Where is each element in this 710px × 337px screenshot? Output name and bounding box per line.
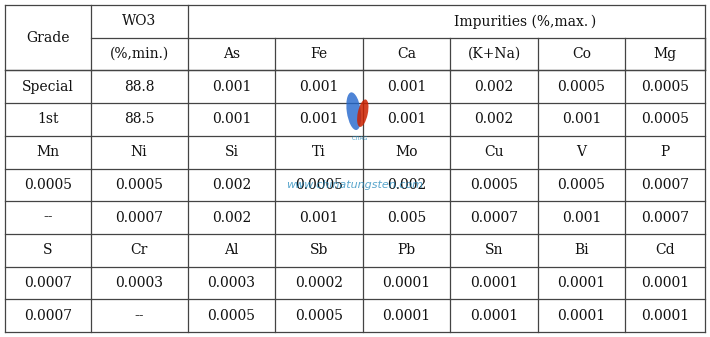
Text: 0.0005: 0.0005 xyxy=(641,80,689,94)
Text: 0.0001: 0.0001 xyxy=(641,276,689,290)
Text: www.chinatungsten.com: www.chinatungsten.com xyxy=(287,180,423,190)
Text: Co: Co xyxy=(572,47,591,61)
Text: Special: Special xyxy=(22,80,74,94)
Text: CTIAG: CTIAG xyxy=(351,136,368,141)
Text: 0.0007: 0.0007 xyxy=(23,276,72,290)
Text: 0.0007: 0.0007 xyxy=(115,211,163,224)
Text: (K+Na): (K+Na) xyxy=(467,47,520,61)
Text: 0.002: 0.002 xyxy=(474,80,513,94)
Text: Cr: Cr xyxy=(131,243,148,257)
Text: Pb: Pb xyxy=(398,243,415,257)
Text: 0.0005: 0.0005 xyxy=(470,178,518,192)
Text: --: -- xyxy=(134,309,144,323)
Text: 0.002: 0.002 xyxy=(212,178,251,192)
Text: 0.0003: 0.0003 xyxy=(207,276,256,290)
Text: 0.001: 0.001 xyxy=(387,113,426,126)
Text: 0.0003: 0.0003 xyxy=(115,276,163,290)
Text: 0.005: 0.005 xyxy=(387,211,426,224)
Text: Sb: Sb xyxy=(310,243,328,257)
Text: Grade: Grade xyxy=(26,31,70,45)
Text: 0.0005: 0.0005 xyxy=(23,178,72,192)
Text: 0.001: 0.001 xyxy=(300,211,339,224)
Text: 88.8: 88.8 xyxy=(124,80,154,94)
Text: Ti: Ti xyxy=(312,145,326,159)
Text: Sn: Sn xyxy=(485,243,503,257)
Text: 0.0005: 0.0005 xyxy=(295,178,343,192)
Text: 0.0001: 0.0001 xyxy=(557,309,606,323)
Text: 0.0007: 0.0007 xyxy=(470,211,518,224)
Text: 0.002: 0.002 xyxy=(474,113,513,126)
Text: 88.5: 88.5 xyxy=(124,113,154,126)
Text: Mn: Mn xyxy=(36,145,60,159)
Text: 0.001: 0.001 xyxy=(212,80,251,94)
Text: Si: Si xyxy=(224,145,239,159)
Text: 0.0001: 0.0001 xyxy=(641,309,689,323)
Text: Impurities (%,max. ): Impurities (%,max. ) xyxy=(454,14,596,29)
Text: 0.001: 0.001 xyxy=(300,80,339,94)
Text: Cu: Cu xyxy=(484,145,504,159)
Text: V: V xyxy=(577,145,586,159)
Text: 0.0005: 0.0005 xyxy=(557,80,606,94)
Text: 0.0002: 0.0002 xyxy=(295,276,343,290)
Text: --: -- xyxy=(43,211,53,224)
Ellipse shape xyxy=(346,92,361,130)
Text: 0.0005: 0.0005 xyxy=(557,178,606,192)
Text: 0.0007: 0.0007 xyxy=(641,178,689,192)
Text: 0.0001: 0.0001 xyxy=(557,276,606,290)
Text: P: P xyxy=(660,145,670,159)
Text: Mg: Mg xyxy=(654,47,677,61)
Text: 0.0007: 0.0007 xyxy=(23,309,72,323)
Text: Fe: Fe xyxy=(310,47,327,61)
Ellipse shape xyxy=(357,99,368,127)
Text: 0.001: 0.001 xyxy=(212,113,251,126)
Text: 0.0005: 0.0005 xyxy=(207,309,256,323)
Text: WO3: WO3 xyxy=(122,14,156,28)
Text: 0.002: 0.002 xyxy=(387,178,426,192)
Text: Ca: Ca xyxy=(397,47,416,61)
Text: 0.0005: 0.0005 xyxy=(295,309,343,323)
Text: 0.0001: 0.0001 xyxy=(470,309,518,323)
Text: Cd: Cd xyxy=(655,243,675,257)
Text: 0.001: 0.001 xyxy=(562,211,601,224)
Text: 0.0007: 0.0007 xyxy=(641,211,689,224)
Text: 0.0001: 0.0001 xyxy=(383,276,430,290)
Text: Bi: Bi xyxy=(574,243,589,257)
Text: 0.0001: 0.0001 xyxy=(383,309,430,323)
Text: 0.0005: 0.0005 xyxy=(641,113,689,126)
Text: 1st: 1st xyxy=(37,113,58,126)
Text: 0.0001: 0.0001 xyxy=(470,276,518,290)
Text: 0.001: 0.001 xyxy=(387,80,426,94)
Text: Al: Al xyxy=(224,243,239,257)
Text: (%,min.): (%,min.) xyxy=(109,47,169,61)
Text: Ni: Ni xyxy=(131,145,148,159)
Text: 0.0005: 0.0005 xyxy=(115,178,163,192)
Text: Mo: Mo xyxy=(395,145,417,159)
Text: 0.002: 0.002 xyxy=(212,211,251,224)
Text: 0.001: 0.001 xyxy=(562,113,601,126)
Text: S: S xyxy=(43,243,53,257)
Text: 0.001: 0.001 xyxy=(300,113,339,126)
Text: As: As xyxy=(223,47,240,61)
